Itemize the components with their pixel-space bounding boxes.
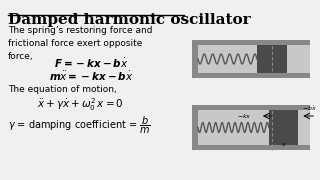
Text: $\gamma$ = damping coefficient = $\dfrac{b}{m}$: $\gamma$ = damping coefficient = $\dfrac… (8, 115, 151, 136)
Text: Damped harmonic oscillator: Damped harmonic oscillator (8, 13, 251, 27)
Bar (192, 145, 310, 150)
Text: $\boldsymbol{m\ddot{x} = -kx - b\dot{x}}$: $\boldsymbol{m\ddot{x} = -kx - b\dot{x}}… (49, 70, 134, 83)
Bar (192, 40, 310, 78)
Text: The equation of motion,: The equation of motion, (8, 85, 116, 94)
Text: $-kx$: $-kx$ (237, 112, 252, 120)
Text: $x$: $x$ (281, 141, 287, 147)
Bar (192, 40, 310, 45)
Bar (192, 73, 310, 78)
Bar (192, 105, 198, 150)
Bar (269, 110, 298, 145)
Bar (192, 105, 310, 110)
Text: The spring’s restoring force and
frictional force exert opposite
force,: The spring’s restoring force and frictio… (8, 26, 152, 61)
Text: $-b\dot{x}$: $-b\dot{x}$ (302, 104, 317, 113)
Text: $\ddot{x} + \gamma\dot{x} + \omega_0^{2}\,x = 0$: $\ddot{x} + \gamma\dot{x} + \omega_0^{2}… (37, 96, 124, 113)
Text: $\boldsymbol{F = -kx - b\dot{x}}$: $\boldsymbol{F = -kx - b\dot{x}}$ (54, 57, 129, 70)
Bar (192, 40, 198, 78)
Bar (192, 105, 310, 150)
Bar (257, 45, 287, 73)
